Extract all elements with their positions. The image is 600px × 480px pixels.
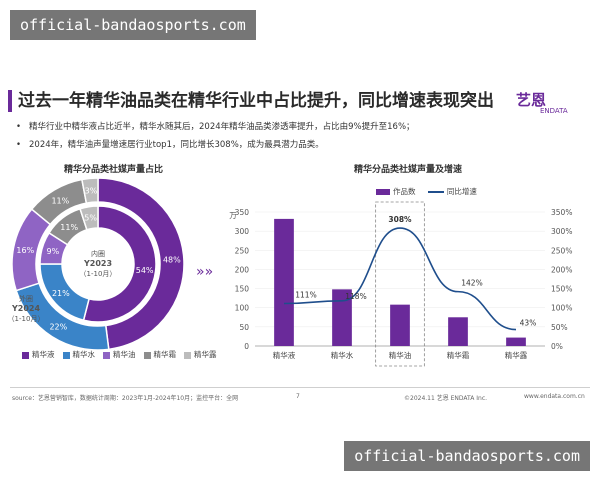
growth-data-label-2: 308% [388,215,412,224]
growth-data-label-3: 142% [461,279,482,288]
outer-ring-slice-label-4: 3% [85,186,98,195]
outer-ring-slice-4 [81,177,99,204]
y-axis-label: 万 [229,211,237,220]
bullet-1: 精华行业中精华液占比近半，精华水随其后，2024年精华油品类渗透率提升，占比由9… [16,120,415,132]
y2-tick-label: 50% [551,323,568,332]
slide: 过去一年精华油品类在精华行业中占比提升，同比增速表现突出 艺恩 ENDATA 精… [0,56,600,416]
inner-ring-caption-0: 内圈 [91,249,105,258]
donut-legend-swatch [62,351,70,359]
bar-2 [390,304,410,346]
slide-title: 过去一年精华油品类在精华行业中占比提升，同比增速表现突出 [18,91,494,111]
outer-ring-slice-0 [97,177,185,351]
donut-legend-label: 精华液 [32,350,55,359]
bar-chart-legend: 作品数 同比增速 [376,186,477,197]
donut-legend-swatch [184,351,191,359]
inner-ring-slice-label-0: 54% [136,266,154,275]
y2-tick-label: 300% [551,227,572,236]
double-chevron-right-icon: »» [196,264,214,280]
growth-data-label-1: 118% [345,292,366,301]
x-tick-label: 精华油 [389,350,412,360]
y2-tick-label: 250% [551,246,572,255]
title-accent-bar [8,90,12,112]
y-tick-label: 50 [239,323,249,332]
endata-logo: 艺恩 [516,91,547,109]
y2-tick-label: 0% [551,342,563,351]
y2-tick-label: 200% [551,265,572,274]
y2-tick-label: 150% [551,285,572,294]
growth-line [283,227,517,331]
legend-line-swatch [427,191,444,193]
inner-ring-slice-label-2: 9% [47,247,60,256]
donut-legend-label: 精华露 [194,350,217,359]
outer-ring-caption-1: Y2024 [11,304,40,313]
inner-ring-caption-1: Y2023 [83,259,112,268]
x-tick-label: 精华液 [273,350,296,360]
growth-data-label-4: 43% [520,319,537,328]
bar-1 [332,289,352,346]
x-tick-label: 精华水 [331,350,354,360]
inner-ring-slice-label-4: 5% [84,214,97,223]
legend-line-label: 同比增速 [446,187,477,196]
donut-legend-item: 精华霜 [143,349,177,360]
donut-legend-label: 精华霜 [153,350,177,359]
y-tick-label: 200 [235,265,250,274]
outer-ring-caption-0: 外圈 [19,294,33,303]
inner-ring-slice-label-1: 21% [52,289,70,298]
growth-data-label-0: 111% [295,291,316,300]
y-tick-label: 100 [235,304,250,313]
outer-ring-slice-label-0: 48% [163,255,181,264]
donut-legend-label: 精华油 [113,350,136,359]
donut-legend-item: 精华水 [62,349,96,360]
footer-divider [10,387,590,388]
outer-ring-slice-label-1: 22% [49,322,67,331]
y-tick-label: 300 [235,227,250,236]
outer-ring-slice-label-3: 11% [51,196,69,205]
donut-legend-swatch [143,351,151,359]
donut-chart-title: 精华分品类社媒声量占比 [64,165,164,175]
footer-page-number: 7 [296,393,300,400]
x-tick-label: 精华霜 [447,350,470,360]
y-tick-label: 150 [235,285,250,294]
donut-legend-swatch [103,351,110,359]
bar-chart-title: 精华分品类社媒声量及增速 [354,165,463,175]
y2-tick-label: 350% [551,208,572,217]
inner-ring-slice-0 [82,205,157,323]
watermark-bottom: official-bandaosports.com [344,441,590,471]
inner-ring-slice-label-3: 11% [60,223,78,232]
donut-legend-item: 精华露 [184,349,217,360]
legend-bar-label: 作品数 [393,187,416,196]
outer-ring-slice-label-2: 16% [16,246,34,255]
bullet-2: 2024年，精华油声量增速居行业top1，同比增长308%，成为最具潜力品类。 [16,138,324,150]
footer-copyright: ©2024.11 艺恩 ENDATA Inc. [404,395,488,402]
y-tick-label: 250 [235,246,250,255]
bar-3 [448,317,468,346]
y-tick-label: 0 [244,342,249,351]
footer-website: www.endata.com.cn [524,393,585,400]
donut-legend-item: 精华油 [103,349,136,360]
legend-bar-swatch [376,189,390,195]
y-tick-label: 350 [235,208,250,217]
endata-logo-sub: ENDATA [540,107,568,115]
inner-ring-caption-2: （1-10月） [80,270,117,278]
inner-ring-slice-4 [79,205,99,231]
highlight-box [375,201,425,367]
donut-legend-label: 精华水 [72,350,96,359]
bar-0 [274,218,294,346]
donut-legend: 精华液 精华水 精华油 精华霜 精华露 [22,349,225,360]
donut-legend-swatch [22,351,29,359]
outer-ring-caption-2: （1-10月） [8,315,45,323]
watermark-top: official-bandaosports.com [10,10,256,40]
bar-line-chart: 0 50 100 150 200 250 300 350 0% 50% 100% 150% 200% 25… [229,201,572,367]
donut-legend-item: 精华液 [22,349,55,360]
bar-4 [506,337,526,346]
x-tick-label: 精华露 [505,350,528,360]
footer-source: source：艺恩营销智库，数据统计周期：2023年1月-2024年10月；监控… [12,395,239,402]
y2-tick-label: 100% [551,304,572,313]
